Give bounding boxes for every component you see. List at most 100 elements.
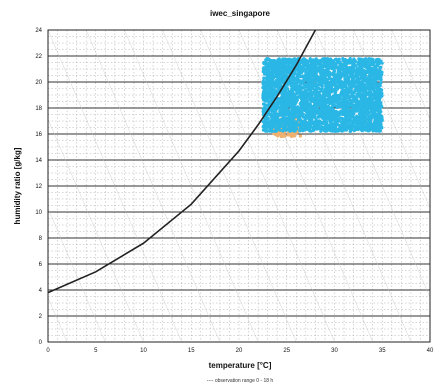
data-point: [361, 124, 365, 128]
data-point: [286, 60, 290, 64]
data-point: [318, 59, 322, 63]
data-point: [308, 95, 313, 99]
data-point: [332, 103, 336, 107]
data-point: [345, 121, 350, 125]
data-point: [310, 74, 314, 78]
data-point: [339, 73, 343, 77]
data-point: [339, 125, 343, 129]
data-point: [264, 59, 268, 63]
data-point: [293, 83, 297, 87]
data-point: [266, 116, 270, 120]
data-point: [268, 119, 273, 123]
data-point: [373, 127, 377, 132]
data-point: [348, 110, 353, 114]
data-point: [312, 58, 316, 62]
data-point: [362, 75, 367, 79]
data-point: [326, 104, 331, 109]
data-point: [358, 118, 362, 122]
data-point: [297, 79, 301, 83]
data-point: [357, 63, 361, 67]
data-point: [365, 76, 369, 81]
data-point: [289, 84, 293, 88]
data-point: [298, 126, 303, 130]
data-point: [355, 108, 359, 112]
data-point: [326, 58, 330, 62]
data-point: [261, 79, 266, 83]
y-tick-label: 22: [35, 54, 42, 60]
data-point: [345, 124, 349, 128]
data-point: [301, 115, 305, 119]
data-point: [334, 99, 338, 103]
data-point: [334, 117, 338, 121]
data-point: [319, 68, 323, 72]
data-point: [370, 106, 374, 110]
data-point: [334, 57, 338, 61]
data-point: [343, 57, 347, 62]
data-point: [351, 84, 355, 88]
data-point: [298, 82, 303, 86]
data-point: [270, 85, 274, 89]
data-point: [286, 127, 290, 131]
data-point: [311, 112, 315, 117]
data-point: [299, 113, 303, 118]
data-point: [323, 117, 328, 121]
data-point: [300, 123, 304, 127]
data-point: [358, 125, 363, 129]
data-point: [280, 76, 284, 80]
data-point: [343, 107, 347, 111]
data-point: [281, 68, 285, 72]
data-point: [262, 109, 266, 113]
data-point: [315, 119, 320, 123]
data-point: [343, 77, 347, 81]
data-point: [321, 93, 325, 97]
data-point: [316, 115, 321, 119]
data-point: [339, 82, 344, 87]
data-point: [324, 110, 328, 114]
data-point: [317, 92, 321, 96]
data-point: [311, 81, 315, 86]
data-point: [297, 108, 302, 113]
data-point: [303, 124, 308, 129]
data-point: [314, 61, 318, 65]
data-point: [335, 61, 339, 65]
data-point: [308, 127, 312, 131]
data-point: [272, 94, 276, 99]
x-tick-label: 5: [94, 348, 98, 354]
data-point: [337, 119, 342, 123]
data-point: [306, 122, 310, 126]
data-point: [362, 121, 366, 125]
data-point: [297, 70, 301, 74]
data-point: [272, 104, 276, 108]
data-point: [379, 81, 383, 85]
data-point: [290, 80, 294, 84]
data-point: [318, 112, 322, 116]
data-point: [288, 103, 293, 107]
data-point: [364, 102, 368, 107]
data-point: [325, 83, 329, 87]
data-point: [370, 58, 374, 62]
data-point: [319, 81, 323, 85]
data-point: [287, 57, 291, 61]
data-point: [356, 71, 360, 75]
data-point: [329, 112, 333, 117]
data-point: [344, 64, 348, 68]
data-point: [332, 76, 336, 81]
data-point: [329, 106, 333, 110]
data-point: [361, 90, 365, 94]
data-point: [379, 126, 383, 130]
data-point: [349, 74, 354, 79]
data-point: [357, 112, 362, 116]
data-point: [342, 72, 347, 76]
data-point: [293, 122, 297, 126]
data-point: [275, 102, 279, 106]
data-point: [281, 100, 285, 104]
data-point: [319, 89, 323, 93]
data-point: [315, 68, 319, 73]
data-point: [328, 57, 333, 61]
data-point: [326, 61, 330, 65]
data-point: [300, 90, 305, 95]
data-point: [261, 86, 265, 90]
data-point: [347, 81, 351, 86]
data-point: [280, 61, 284, 65]
